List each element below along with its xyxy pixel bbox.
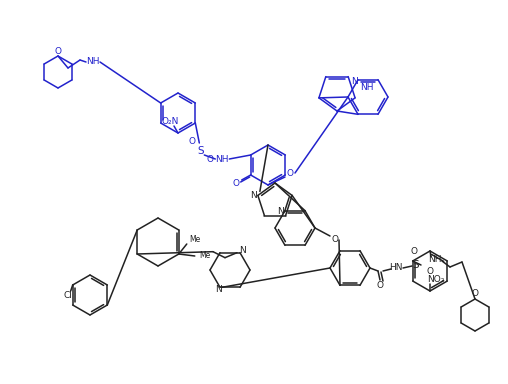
Text: Cl: Cl bbox=[63, 291, 72, 300]
Text: O: O bbox=[427, 268, 433, 276]
Text: O: O bbox=[189, 136, 196, 146]
Text: O: O bbox=[54, 46, 61, 56]
Text: N: N bbox=[277, 207, 283, 216]
Text: O: O bbox=[207, 154, 214, 164]
Text: NO₂: NO₂ bbox=[427, 275, 444, 283]
Text: O: O bbox=[376, 280, 384, 290]
Text: O: O bbox=[410, 248, 418, 257]
Text: NH: NH bbox=[215, 154, 229, 164]
Text: Me: Me bbox=[189, 235, 200, 245]
Text: O: O bbox=[287, 169, 294, 177]
Text: O: O bbox=[232, 179, 239, 187]
Text: S: S bbox=[197, 146, 204, 156]
Text: S: S bbox=[412, 260, 419, 270]
Text: Me: Me bbox=[199, 252, 210, 260]
Text: N: N bbox=[214, 285, 221, 294]
Text: NH: NH bbox=[86, 58, 100, 66]
Text: NH: NH bbox=[428, 255, 442, 263]
Text: N: N bbox=[239, 246, 245, 255]
Text: NH: NH bbox=[360, 83, 374, 93]
Text: O₂N: O₂N bbox=[162, 116, 179, 126]
Text: O: O bbox=[471, 290, 479, 298]
Text: N: N bbox=[351, 77, 357, 86]
Text: HN: HN bbox=[389, 263, 403, 273]
Text: O: O bbox=[332, 235, 338, 245]
Text: N: N bbox=[250, 191, 257, 200]
